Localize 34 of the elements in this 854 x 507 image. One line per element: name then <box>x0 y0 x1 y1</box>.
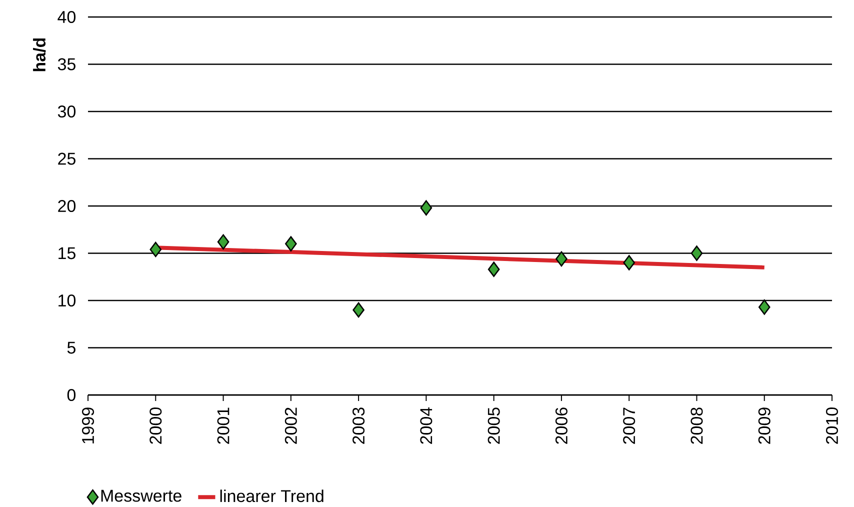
point <box>150 242 162 258</box>
legend-label: Messwerte <box>101 490 182 502</box>
y-axis-title: ha/d <box>33 38 46 72</box>
point <box>556 251 568 267</box>
y-tick-label: 0 <box>67 388 76 402</box>
y-tick-label: 5 <box>67 342 76 354</box>
x-tick-label: 2006 <box>555 408 568 444</box>
x-tick-label: 2000 <box>150 408 162 444</box>
y-tick-label: 25 <box>58 152 76 165</box>
point <box>217 234 230 250</box>
point <box>690 246 703 261</box>
x-tick-label: 2004 <box>420 407 432 444</box>
y-tick-label: 30 <box>58 105 76 118</box>
x-tick-label: 2003 <box>352 408 365 444</box>
x-tick-label: 1999 <box>82 408 94 444</box>
point <box>758 299 770 315</box>
y-tick-label: 40 <box>58 10 76 24</box>
point <box>623 255 635 270</box>
point <box>352 302 364 318</box>
y-tick-label: 10 <box>58 294 76 307</box>
y-tick-label: 35 <box>58 58 76 70</box>
point <box>420 200 432 216</box>
x-tick-label: 2001 <box>217 408 230 444</box>
point <box>488 262 500 277</box>
x-tick-label: 2010 <box>826 408 838 444</box>
y-tick-label: 20 <box>58 200 76 212</box>
y-tick-label: 15 <box>58 247 76 260</box>
x-tick-label: 2002 <box>284 408 297 444</box>
legend-label: linearer Trend <box>220 490 324 502</box>
x-tick-label: 2008 <box>690 408 703 444</box>
point <box>285 236 297 252</box>
x-tick-label: 2009 <box>758 408 770 444</box>
x-tick-label: 2005 <box>488 408 500 444</box>
x-tick-label: 2007 <box>623 408 636 444</box>
